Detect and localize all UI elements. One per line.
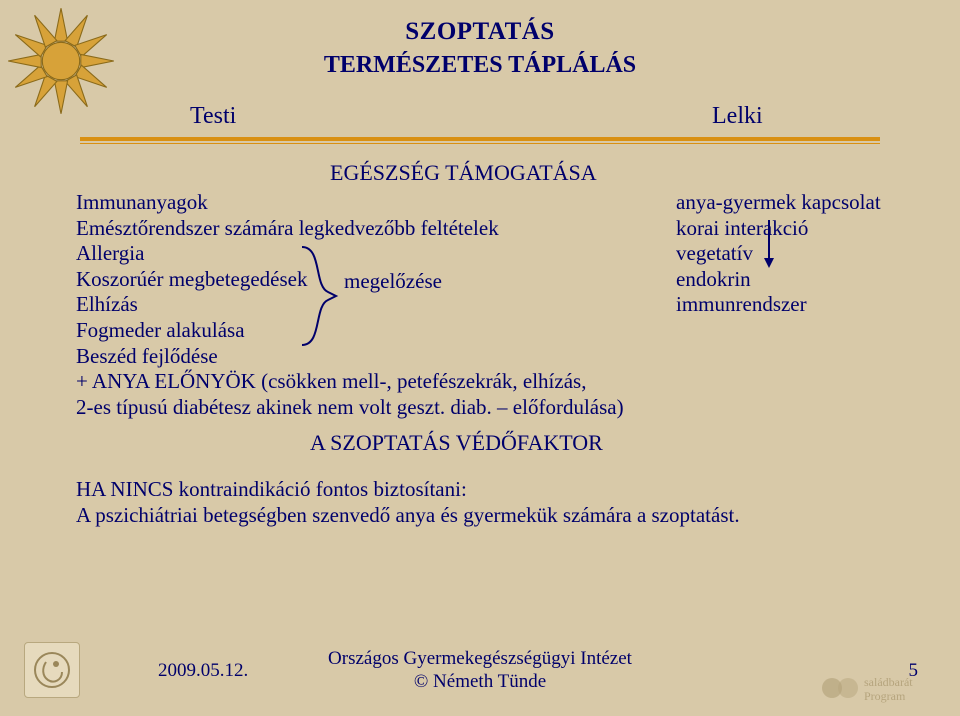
brace-icon xyxy=(298,245,340,347)
list-item: endokrin xyxy=(676,267,936,293)
axis-row: Testi Lelki xyxy=(40,103,920,143)
list-item: + ANYA ELŐNYÖK (csökken mell-, petefésze… xyxy=(76,369,636,395)
list-item: korai interakció xyxy=(676,216,936,242)
left-list: Immunanyagok Emésztőrendszer számára leg… xyxy=(76,190,636,420)
paragraph-line: HA NINCS kontraindikáció fontos biztosít… xyxy=(76,476,906,502)
axis-left-label: Testi xyxy=(190,103,236,130)
axis-right-label: Lelki xyxy=(712,103,763,130)
svg-text:saládbarát: saládbarát xyxy=(864,675,913,689)
list-item: 2-es típusú diabétesz akinek nem volt ge… xyxy=(76,395,636,421)
list-item: anya-gyermek kapcsolat xyxy=(676,190,936,216)
right-list: anya-gyermek kapcsolat korai interakció … xyxy=(676,190,936,318)
slide: SZOPTATÁS TERMÉSZETES TÁPLÁLÁS Testi Lel… xyxy=(0,0,960,716)
list-item: Elhízás xyxy=(76,292,636,318)
paragraph-line: A pszichiátriai betegségben szenvedő any… xyxy=(76,502,906,528)
list-item: Fogmeder alakulása xyxy=(76,318,636,344)
divider xyxy=(80,137,880,144)
list-item: Emésztőrendszer számára legkedvezőbb fel… xyxy=(76,216,636,242)
section-heading: EGÉSZSÉG TÁMOGATÁSA xyxy=(330,160,597,187)
list-item: Allergia xyxy=(76,241,636,267)
list-item: immunrendszer xyxy=(676,292,936,318)
list-item: Immunanyagok xyxy=(76,190,636,216)
footer-logo-right: saládbarát Program xyxy=(814,666,954,710)
slide-title: SZOPTATÁS xyxy=(40,18,920,46)
svg-text:Program: Program xyxy=(864,689,906,703)
grouping-label: megelőzése xyxy=(344,269,442,295)
arrow-down-icon xyxy=(764,220,774,264)
list-item: Beszéd fejlődése xyxy=(76,344,636,370)
list-item: vegetatív xyxy=(676,241,936,267)
protector-heading: A SZOPTATÁS VÉDŐFAKTOR xyxy=(310,430,603,456)
paragraph: HA NINCS kontraindikáció fontos biztosít… xyxy=(76,476,906,529)
slide-subtitle: TERMÉSZETES TÁPLÁLÁS xyxy=(40,52,920,79)
